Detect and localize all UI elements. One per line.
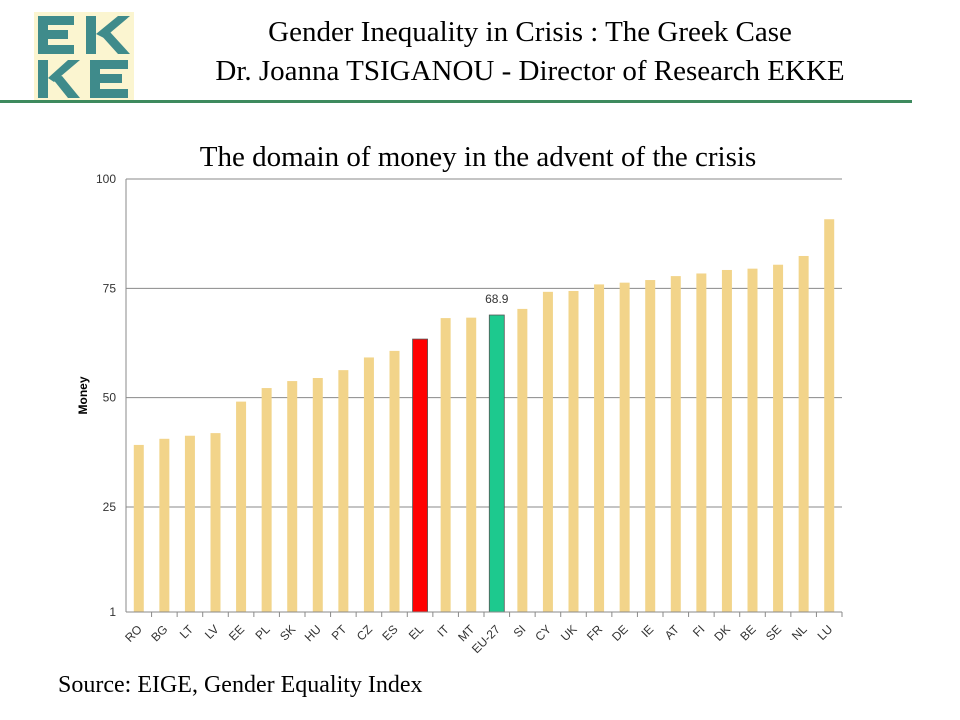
x-tick-label: PT	[329, 622, 350, 643]
bar-si	[517, 308, 528, 612]
bar-ro	[133, 444, 144, 612]
x-tick-label: SK	[277, 622, 298, 643]
x-tick-label: AT	[662, 622, 683, 643]
x-tick-label: RO	[122, 622, 145, 645]
bar-mt	[466, 317, 477, 612]
x-tick-label: LU	[815, 622, 836, 643]
x-tick-label: SE	[763, 622, 784, 643]
x-tick-label: BG	[148, 622, 170, 644]
x-tick-label: NL	[789, 622, 810, 643]
y-tick-label: 100	[96, 172, 116, 186]
bar-fr	[594, 284, 605, 612]
bar-uk	[568, 290, 579, 612]
x-tick-label: BE	[737, 622, 758, 643]
bar-lu	[824, 219, 835, 612]
x-tick-label: EU-27	[469, 622, 503, 656]
source-note: Source: EIGE, Gender Equality Index	[58, 672, 423, 698]
x-tick-label: HU	[302, 622, 324, 644]
bar-pl	[261, 388, 272, 612]
x-tick-label: FI	[690, 622, 707, 639]
x-tick-label: ES	[379, 622, 400, 643]
data-label-eu-27: 68.9	[485, 292, 509, 306]
bar-bg	[159, 438, 170, 612]
x-tick-label: LT	[177, 622, 197, 642]
bar-dk	[721, 269, 732, 612]
bar-sk	[287, 381, 298, 612]
bar-cz	[363, 357, 374, 612]
y-tick-label: 1	[109, 605, 116, 619]
bar-hu	[312, 378, 323, 612]
x-tick-label: EE	[226, 622, 247, 643]
bar-fi	[696, 273, 707, 612]
bar-lt	[184, 435, 195, 612]
bar-lv	[210, 433, 221, 612]
ekke-logo	[34, 12, 134, 102]
bar-ie	[645, 280, 656, 612]
y-tick-label: 25	[103, 500, 117, 514]
x-tick-label: FR	[584, 622, 605, 643]
x-tick-label: UK	[558, 622, 580, 644]
bar-se	[773, 264, 784, 612]
y-tick-label: 50	[103, 391, 117, 405]
bar-it	[440, 318, 451, 612]
ekke-logo-mark	[34, 12, 134, 102]
bar-eu-27	[488, 314, 505, 613]
slide-subtitle: Dr. Joanna TSIGANOU - Director of Resear…	[215, 55, 845, 87]
x-tick-label: CZ	[354, 622, 375, 643]
x-tick-label: IT	[434, 622, 452, 640]
y-axis-title: Money	[76, 376, 90, 414]
y-tick-label: 75	[103, 281, 117, 295]
bar-ee	[236, 401, 247, 612]
x-tick-label: EL	[406, 622, 427, 643]
x-tick-label: PL	[252, 622, 273, 643]
bar-es	[389, 350, 400, 612]
x-tick-label: SI	[511, 622, 529, 640]
x-tick-label: DE	[609, 622, 631, 644]
x-tick-label: LV	[202, 622, 222, 642]
bar-el	[412, 338, 428, 613]
bar-de	[619, 282, 630, 612]
bar-be	[747, 268, 758, 612]
x-tick-label: IE	[638, 622, 656, 640]
x-tick-label: CY	[532, 622, 554, 644]
x-tick-label: DK	[711, 622, 733, 644]
chart-title: The domain of money in the advent of the…	[199, 141, 757, 173]
bar-nl	[798, 255, 809, 612]
bar-at	[670, 276, 681, 612]
slide-title: Gender Inequality in Crisis : The Greek …	[268, 16, 792, 48]
bar-pt	[338, 370, 349, 612]
header-divider	[0, 100, 912, 103]
bar-cy	[542, 291, 553, 612]
